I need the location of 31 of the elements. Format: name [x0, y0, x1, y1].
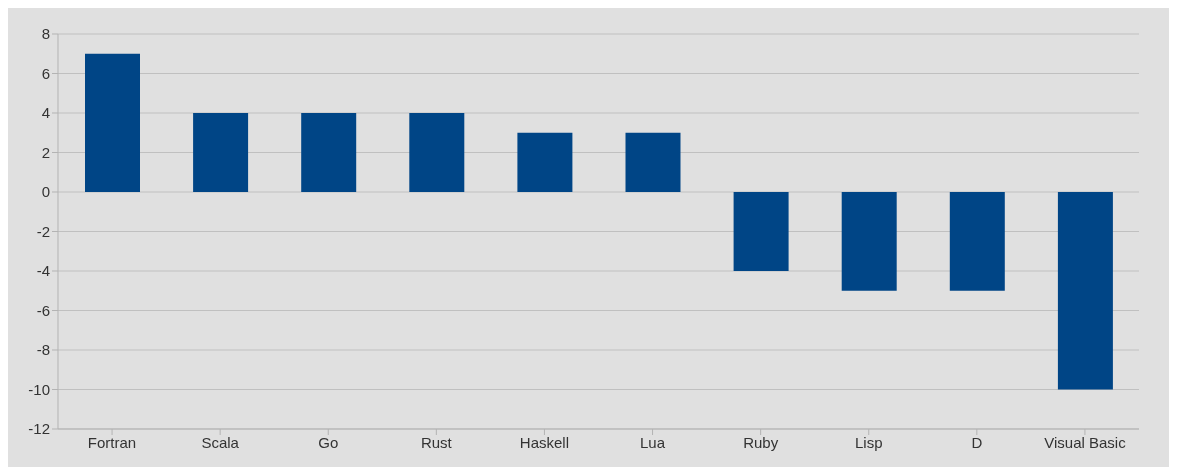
x-tick-label: Ruby [743, 433, 779, 451]
x-tick-label: Lua [640, 433, 666, 451]
y-tick-label: -12 [28, 420, 50, 438]
bar [841, 192, 897, 291]
y-tick-label: -8 [36, 341, 50, 359]
y-tick-label: -10 [28, 380, 50, 398]
x-tick-label: Go [318, 433, 339, 451]
y-tick-label: 8 [41, 25, 50, 43]
bar [301, 113, 357, 192]
x-tick-label: Haskell [519, 433, 570, 451]
bar [949, 192, 1005, 291]
y-tick-label: -4 [36, 262, 50, 280]
y-tick-label: -6 [36, 301, 50, 319]
x-tick-label: Scala [201, 433, 240, 451]
bar [409, 113, 465, 192]
y-tick-label: 0 [41, 183, 50, 201]
x-tick-label: Lisp [854, 433, 883, 451]
bar [733, 192, 789, 271]
bar [85, 53, 140, 192]
x-tick-label: D [971, 433, 983, 451]
y-tick-label: 4 [41, 104, 50, 122]
y-tick-label: -2 [36, 222, 50, 240]
y-tick-label: 2 [41, 143, 50, 161]
x-tick-label: Fortran [87, 433, 137, 451]
x-tick-label: Rust [420, 433, 453, 451]
bar [193, 113, 249, 192]
bar [517, 132, 573, 192]
bar [1057, 192, 1113, 390]
bar [625, 132, 681, 192]
y-tick-label: 6 [41, 64, 50, 82]
x-tick-label: Visual Basic [1044, 433, 1127, 451]
